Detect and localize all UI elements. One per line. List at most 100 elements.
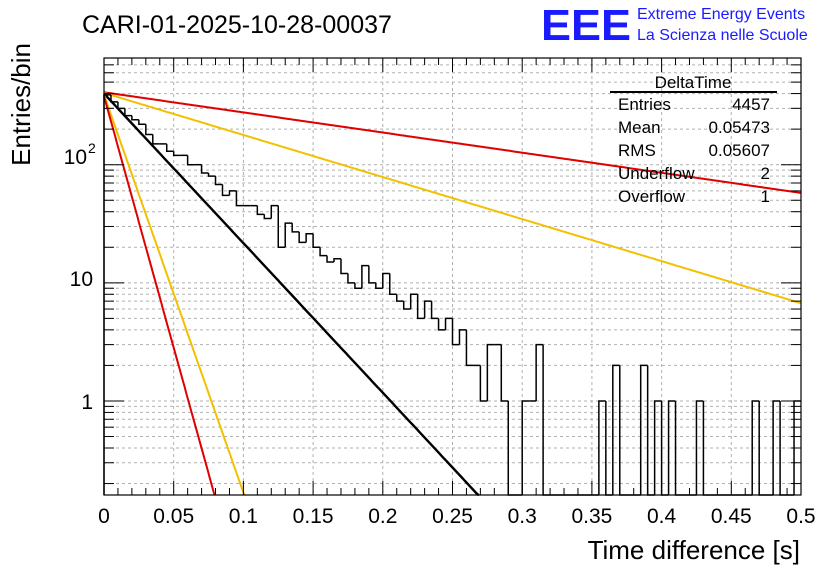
histogram-bin-96 [772, 400, 781, 495]
histogram-bin-39 [375, 282, 383, 289]
histogram-bin-34 [340, 258, 348, 275]
histogram-bin-62 [535, 343, 544, 401]
histogram-bin-25 [277, 205, 286, 249]
histogram-bin-35 [347, 273, 355, 284]
histogram-bin-48 [437, 318, 446, 331]
histogram-bin-36 [354, 282, 362, 289]
histogram-bin-4 [131, 115, 139, 121]
histogram-bin-79 [653, 400, 662, 495]
plot-frame [103, 57, 802, 496]
stats-label-rms: RMS [618, 141, 656, 160]
y-tick-label-100: 10 [64, 146, 87, 169]
histogram-bin-71 [598, 400, 606, 495]
histogram-bin-26 [284, 222, 293, 248]
histogram-bin-57 [500, 344, 509, 402]
y-tick-label-10: 10 [70, 268, 93, 291]
x-tick-label-1: 0.05 [153, 505, 194, 528]
histogram-bin-41 [389, 273, 397, 296]
x-tick-label-5: 0.25 [432, 505, 473, 528]
histogram-bin-7 [152, 134, 160, 145]
fit-curves [103, 91, 802, 497]
x-tick-label-9: 0.45 [711, 505, 752, 528]
histogram-bin-30 [312, 233, 321, 249]
x-tick-label-3: 0.15 [293, 505, 334, 528]
histogram-bin-16 [214, 176, 223, 186]
histogram-bin-85 [695, 400, 704, 495]
fit-curve-upper-limit-long [103, 91, 802, 194]
histogram-bin-14 [200, 164, 209, 174]
histogram-bin-1 [110, 94, 118, 103]
histogram-bin-22 [256, 205, 265, 216]
x-tick-label-8: 0.4 [647, 505, 677, 528]
histogram-bin-5 [138, 119, 146, 125]
stats-value-rms: 0.05607 [709, 141, 770, 160]
histogram-bin-29 [305, 233, 314, 243]
x-tick-label-4: 0.2 [368, 505, 397, 528]
x-tick-label-0: 0 [98, 505, 110, 528]
histogram-bin-51 [458, 329, 467, 345]
stats-label-mean: Mean [618, 118, 661, 137]
fit-curve-lower-limit-long [103, 91, 802, 305]
histogram-bin-93 [751, 400, 760, 495]
histogram-bin-52 [465, 329, 474, 367]
histogram-bin-37 [361, 264, 369, 289]
histogram-bin-33 [333, 257, 341, 263]
histogram-bin-81 [667, 400, 676, 495]
axis-ticks [103, 58, 802, 495]
histogram-bin-73 [612, 364, 620, 495]
histogram-bin-77 [639, 364, 648, 495]
histogram-bin-27 [291, 223, 300, 233]
histogram-bin-44 [409, 293, 418, 310]
histogram-bin-47 [430, 301, 439, 320]
histogram-bin-63 [542, 344, 551, 496]
histogram-bin-40 [382, 272, 390, 289]
histogram-bin-0 [103, 94, 111, 495]
histogram-bin-50 [451, 318, 460, 346]
histogram-bin-49 [444, 317, 453, 330]
fit-curve-upper-limit-short [103, 95, 217, 496]
histogram-bin-23 [263, 214, 272, 220]
x-tick-label-2: 0.1 [229, 505, 258, 528]
stats-label-overflow: Overflow [618, 187, 686, 206]
histogram-bin-78 [646, 365, 655, 496]
histogram-bin-15 [207, 173, 216, 177]
stats-value-underflow: 2 [761, 164, 770, 183]
histogram-bin-32 [326, 255, 335, 263]
histogram-bin-74 [619, 365, 627, 496]
histogram-bin-54 [479, 365, 488, 402]
histogram-bin-18 [228, 190, 237, 196]
histogram-bin-6 [145, 124, 153, 136]
histogram-bin-28 [298, 231, 307, 244]
histogram-bin-45 [416, 294, 425, 320]
histogram-bin-42 [395, 294, 404, 302]
y-tick-label-100-exponent: 2 [88, 140, 96, 156]
fit-curve-fit [103, 92, 480, 497]
histogram-bin-31 [319, 247, 328, 257]
stats-value-entries: 4457 [732, 95, 770, 114]
x-tick-label-6: 0.3 [508, 505, 537, 528]
org-tagline: La Scienza nelle Scuole [637, 27, 808, 44]
histogram-bin-60 [521, 400, 530, 495]
run-title: CARI-01-2025-10-28-00037 [82, 11, 392, 39]
histogram-bin-19 [235, 190, 244, 207]
eee-logo: EEE [541, 1, 631, 50]
histogram-bin-10 [172, 151, 181, 157]
x-axis-title: Time difference [s] [588, 535, 800, 565]
y-axis-title: Entries/bin [6, 43, 36, 166]
fit-curve-lower-limit-short [103, 94, 246, 496]
stats-value-overflow: 1 [761, 187, 770, 206]
x-tick-label-7: 0.35 [571, 505, 612, 528]
histogram-bin-9 [165, 143, 174, 152]
histogram-bin-43 [402, 301, 411, 310]
x-tick-labels: 0 0.05 0.1 0.15 0.2 0.25 0.3 0.35 0.4 0.45 0.5 [98, 505, 815, 528]
stats-box: DeltaTime Entries 4457 Mean 0.05473 RMS … [610, 73, 777, 206]
y-tick-label-1: 1 [81, 391, 93, 414]
histogram-bin-12 [186, 155, 195, 166]
histogram-bin-3 [124, 108, 132, 117]
org-name: Extreme Energy Events [637, 6, 805, 23]
stats-value-mean: 0.05473 [709, 118, 770, 137]
stats-label-underflow: Underflow [618, 164, 695, 183]
histogram-bin-46 [423, 300, 432, 319]
grid-lines [103, 58, 802, 495]
